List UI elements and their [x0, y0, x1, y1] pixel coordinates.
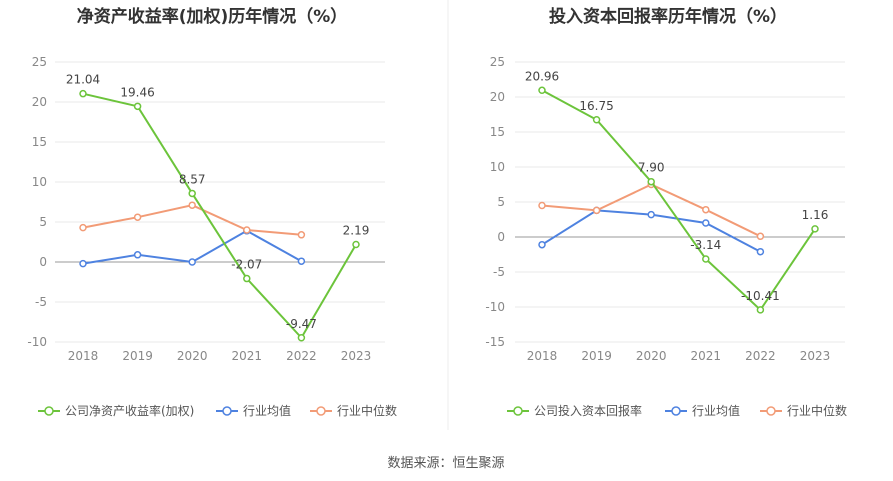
y-tick-label: 0 [39, 255, 47, 269]
x-tick-label: 2020 [636, 349, 667, 363]
legend-label: 公司投入资本回报率 [534, 403, 642, 418]
legend-swatch-marker [513, 406, 523, 416]
x-tick-label: 2021 [691, 349, 722, 363]
x-tick-label: 2022 [745, 349, 776, 363]
data-label: -2.07 [231, 258, 262, 272]
legend-swatch-marker [671, 406, 681, 416]
data-label: -10.41 [741, 289, 780, 303]
legend-item-avg[interactable]: 行业均值 [216, 403, 291, 418]
legend-item-company[interactable]: 公司投入资本回报率 [507, 403, 642, 418]
legend-swatch-marker [44, 406, 54, 416]
y-tick-label: -5 [35, 295, 47, 309]
data-point-company[interactable] [79, 89, 87, 98]
data-point-median[interactable] [188, 201, 196, 209]
data-point-company[interactable] [592, 116, 601, 124]
y-tick-label: 20 [32, 95, 47, 109]
legend-label: 行业均值 [692, 403, 740, 418]
data-point-company[interactable] [133, 102, 142, 111]
legend-label: 公司净资产收益率(加权) [65, 403, 194, 418]
legend-item-median[interactable]: 行业中位数 [310, 403, 397, 418]
legend-label: 行业均值 [243, 403, 291, 418]
data-point-avg[interactable] [188, 258, 196, 266]
data-point-avg[interactable] [79, 259, 87, 268]
data-point-company[interactable] [188, 189, 196, 198]
data-point-company[interactable] [756, 306, 765, 314]
y-tick-label: 5 [497, 195, 505, 209]
legend-swatch-marker [766, 406, 776, 416]
x-tick-label: 2018 [527, 349, 558, 363]
data-point-median[interactable] [756, 232, 765, 241]
y-tick-label: 20 [490, 90, 505, 104]
x-tick-label: 2022 [286, 349, 317, 363]
roic-chart-panel: 投入资本回报率历年情况（%） -15 -10 -5 0 5 10 15 20 25 2018 2019… [485, 6, 847, 418]
y-tick-label: 10 [32, 175, 47, 189]
data-point-company[interactable] [538, 86, 546, 95]
legend-item-median[interactable]: 行业中位数 [760, 403, 847, 418]
y-tick-label: -10 [485, 300, 505, 314]
data-point-company[interactable] [702, 255, 710, 263]
x-tick-label: 2023 [800, 349, 831, 363]
y-tick-label: 15 [490, 125, 505, 139]
x-tick-label: 2023 [341, 349, 372, 363]
x-tick-label: 2018 [68, 349, 99, 363]
data-label: -9.47 [286, 317, 317, 331]
y-tick-label: 25 [32, 55, 47, 69]
y-tick-label: -10 [27, 335, 47, 349]
data-point-company[interactable] [243, 274, 251, 283]
data-point-median[interactable] [297, 231, 306, 239]
data-label: 2.19 [343, 223, 370, 237]
data-label: 19.46 [120, 85, 154, 99]
legend-swatch-marker [316, 406, 326, 416]
x-tick-label: 2020 [177, 349, 208, 363]
data-point-company[interactable] [297, 334, 306, 342]
y-tick-label: 5 [39, 215, 47, 229]
data-point-median[interactable] [592, 206, 601, 215]
data-point-avg[interactable] [133, 251, 142, 259]
data-point-avg[interactable] [297, 257, 306, 265]
y-tick-label: 0 [497, 230, 505, 244]
x-tick-label: 2021 [232, 349, 263, 363]
data-label: 21.04 [66, 73, 100, 87]
data-label: 1.16 [802, 208, 829, 222]
data-point-avg[interactable] [756, 247, 765, 256]
data-point-company[interactable] [647, 177, 655, 186]
data-label: 16.75 [579, 99, 613, 113]
legend-item-avg[interactable]: 行业均值 [665, 403, 740, 418]
y-tick-label: 15 [32, 135, 47, 149]
x-tick-label: 2019 [581, 349, 612, 363]
y-tick-label: -15 [485, 335, 505, 349]
data-point-median[interactable] [538, 201, 546, 210]
series-line-company [82, 92, 357, 340]
data-point-median[interactable] [133, 213, 142, 221]
legend-label: 行业中位数 [337, 403, 397, 418]
data-label: 20.96 [525, 69, 559, 83]
data-point-company[interactable] [811, 225, 819, 233]
legend-item-company[interactable]: 公司净资产收益率(加权) [38, 403, 194, 418]
y-tick-label: 10 [490, 160, 505, 174]
data-point-median[interactable] [79, 223, 87, 232]
legend-swatch-marker [222, 406, 232, 416]
chart-title: 投入资本回报率历年情况（%） [549, 6, 787, 27]
data-point-avg[interactable] [647, 210, 655, 219]
data-label: 8.57 [179, 172, 206, 186]
data-label: 7.90 [638, 161, 665, 175]
x-tick-label: 2019 [122, 349, 153, 363]
data-label: -3.14 [690, 238, 721, 252]
data-point-company[interactable] [352, 240, 360, 249]
data-point-median[interactable] [243, 226, 251, 234]
chart-title: 净资产收益率(加权)历年情况（%） [77, 6, 348, 27]
data-point-median[interactable] [702, 205, 710, 214]
series-line-median [541, 183, 761, 238]
roe-chart-panel: 净资产收益率(加权)历年情况（%） -10 -5 0 5 10 15 20 25 2018 2019… [27, 6, 397, 418]
y-tick-label: 25 [490, 55, 505, 69]
y-tick-label: -5 [493, 265, 505, 279]
data-point-avg[interactable] [702, 219, 710, 227]
data-point-avg[interactable] [538, 240, 546, 249]
series-line-company [541, 89, 816, 312]
legend-label: 行业中位数 [787, 403, 847, 418]
series-line-median [82, 204, 302, 236]
source-note: 数据来源：恒生聚源 [387, 456, 504, 471]
